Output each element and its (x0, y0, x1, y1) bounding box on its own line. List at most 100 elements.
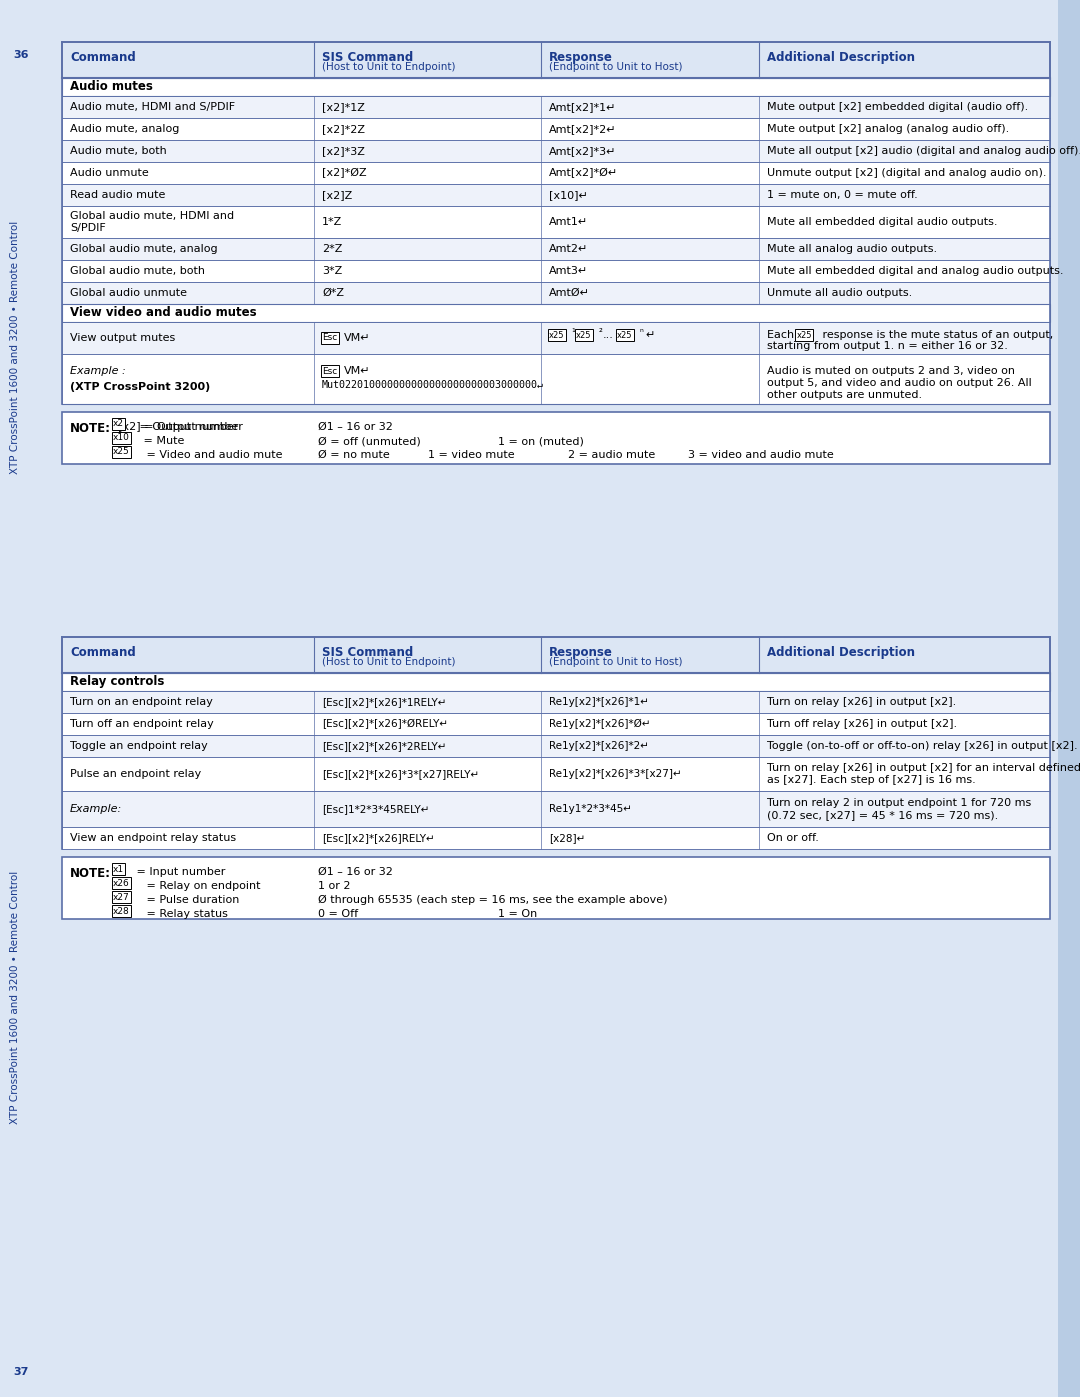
Text: 1 = video mute: 1 = video mute (428, 450, 515, 460)
Bar (1058, 0, 1080, 1397)
Text: Turn off relay [x26] in output [x2].: Turn off relay [x26] in output [x2]. (767, 719, 957, 729)
Text: x26: x26 (113, 879, 130, 887)
Text: ...: ... (604, 330, 615, 339)
Text: View an endpoint relay status: View an endpoint relay status (70, 833, 237, 842)
Text: [x2]*2Z: [x2]*2Z (322, 124, 365, 134)
FancyBboxPatch shape (62, 162, 1050, 184)
FancyBboxPatch shape (62, 692, 1050, 712)
Text: x25: x25 (550, 331, 565, 339)
Text: Turn on relay [x26] in output [x2] for an interval defined
as [x27]. Each step o: Turn on relay [x26] in output [x2] for a… (767, 763, 1080, 785)
Text: = Relay status: = Relay status (143, 909, 228, 919)
Text: Unmute all audio outputs.: Unmute all audio outputs. (767, 288, 912, 298)
Text: On or off.: On or off. (767, 833, 819, 842)
Text: Global audio mute, both: Global audio mute, both (70, 265, 205, 277)
Text: 0 = Off: 0 = Off (318, 909, 359, 919)
Text: (XTP CrossPoint 3200): (XTP CrossPoint 3200) (70, 381, 211, 393)
Text: [x2]*ØZ: [x2]*ØZ (322, 168, 366, 177)
FancyBboxPatch shape (62, 78, 1050, 96)
FancyBboxPatch shape (62, 260, 1050, 282)
Text: (Endpoint to Unit to Host): (Endpoint to Unit to Host) (550, 657, 683, 666)
Text: x25: x25 (577, 331, 592, 339)
Text: 1 or 2: 1 or 2 (318, 882, 351, 891)
Text: Mute all analog audio outputs.: Mute all analog audio outputs. (767, 244, 936, 254)
Text: x25: x25 (113, 447, 130, 457)
FancyBboxPatch shape (62, 184, 1050, 205)
Text: SIS Command: SIS Command (322, 52, 414, 64)
Text: Audio is muted on outputs 2 and 3, video on: Audio is muted on outputs 2 and 3, video… (767, 366, 1014, 376)
Text: [x2]*3Z: [x2]*3Z (322, 147, 365, 156)
Text: Read audio mute: Read audio mute (70, 190, 165, 200)
Text: Turn on an endpoint relay: Turn on an endpoint relay (70, 697, 213, 707)
Text: [Esc][x2]*[x26]*2RELY↵: [Esc][x2]*[x26]*2RELY↵ (322, 740, 446, 752)
Text: Toggle an endpoint relay: Toggle an endpoint relay (70, 740, 207, 752)
Text: Audio mute, analog: Audio mute, analog (70, 124, 179, 134)
Text: Turn off an endpoint relay: Turn off an endpoint relay (70, 719, 214, 729)
FancyBboxPatch shape (62, 735, 1050, 757)
FancyBboxPatch shape (62, 305, 1050, 321)
Text: Mute output [x2] embedded digital (audio off).: Mute output [x2] embedded digital (audio… (767, 102, 1028, 112)
Text: Amt[x2]*2↵: Amt[x2]*2↵ (550, 124, 617, 134)
FancyBboxPatch shape (62, 321, 1050, 353)
Text: Example:: Example: (70, 805, 122, 814)
Text: [Esc][x2]*[x26]*3*[x27]RELY↵: [Esc][x2]*[x26]*3*[x27]RELY↵ (322, 768, 480, 780)
Text: Turn on relay [x26] in output [x2].: Turn on relay [x26] in output [x2]. (767, 697, 956, 707)
FancyBboxPatch shape (62, 237, 1050, 260)
Text: Audio mute, both: Audio mute, both (70, 147, 166, 156)
Text: 3*Z: 3*Z (322, 265, 342, 277)
Text: Ø*Z: Ø*Z (322, 288, 343, 298)
Text: x25: x25 (617, 331, 633, 339)
FancyBboxPatch shape (62, 140, 1050, 162)
Text: 1 = On: 1 = On (498, 909, 537, 919)
Text: 1*Z: 1*Z (322, 217, 342, 226)
Text: x25: x25 (797, 331, 812, 339)
FancyBboxPatch shape (62, 712, 1050, 735)
Text: = Relay on endpoint: = Relay on endpoint (143, 882, 260, 891)
Text: Pulse an endpoint relay: Pulse an endpoint relay (70, 768, 201, 780)
Text: starting from output 1. n = either 16 or 32.: starting from output 1. n = either 16 or… (767, 341, 1008, 351)
Text: Global audio mute, analog: Global audio mute, analog (70, 244, 218, 254)
Text: = Output number: = Output number (136, 422, 239, 432)
Text: [x2]Z: [x2]Z (322, 190, 352, 200)
FancyBboxPatch shape (62, 282, 1050, 305)
Text: [Esc][x2]*[x26]*1RELY↵: [Esc][x2]*[x26]*1RELY↵ (322, 697, 446, 707)
Text: Unmute output [x2] (digital and analog audio on).: Unmute output [x2] (digital and analog a… (767, 168, 1047, 177)
Text: Relay controls: Relay controls (70, 676, 164, 689)
Text: [x10]↵: [x10]↵ (550, 190, 588, 200)
Text: Ø = off (unmuted): Ø = off (unmuted) (318, 436, 421, 446)
Text: = Mute: = Mute (140, 436, 185, 446)
Text: Mute all embedded digital audio outputs.: Mute all embedded digital audio outputs. (767, 217, 997, 226)
Text: Each: Each (767, 330, 797, 339)
Text: Re1y[x2]*[x26]*1↵: Re1y[x2]*[x26]*1↵ (550, 697, 649, 707)
Text: View video and audio mutes: View video and audio mutes (70, 306, 257, 320)
Text: x27: x27 (113, 893, 130, 901)
FancyBboxPatch shape (62, 205, 1050, 237)
Text: Global audio mute, HDMI and
S/PDIF: Global audio mute, HDMI and S/PDIF (70, 211, 234, 233)
Text: ¹: ¹ (571, 328, 575, 338)
Text: XTP CrossPoint 1600 and 3200 • Remote Control: XTP CrossPoint 1600 and 3200 • Remote Co… (10, 870, 21, 1123)
Text: = Pulse duration: = Pulse duration (143, 895, 240, 905)
Text: x28: x28 (113, 907, 130, 915)
Text: [Esc][x2]*[x26]RELY↵: [Esc][x2]*[x26]RELY↵ (322, 833, 434, 842)
Text: Amt2↵: Amt2↵ (550, 244, 589, 254)
Text: Ø = no mute: Ø = no mute (318, 450, 390, 460)
Text: Example :: Example : (70, 366, 125, 376)
FancyBboxPatch shape (62, 673, 1050, 692)
Text: [x2]*1Z: [x2]*1Z (322, 102, 365, 112)
Text: [Esc][x2]*[x26]*ØRELY↵: [Esc][x2]*[x26]*ØRELY↵ (322, 719, 448, 729)
Text: Response: Response (550, 645, 613, 659)
Text: (Endpoint to Unit to Host): (Endpoint to Unit to Host) (550, 61, 683, 73)
Text: Command: Command (70, 52, 136, 64)
Text: Re1y1*2*3*45↵: Re1y1*2*3*45↵ (550, 805, 632, 814)
Text: 3 = video and audio mute: 3 = video and audio mute (688, 450, 834, 460)
Text: other outputs are unmuted.: other outputs are unmuted. (767, 390, 921, 400)
Text: VM↵: VM↵ (343, 332, 370, 344)
FancyBboxPatch shape (62, 856, 1050, 919)
Text: [x28]↵: [x28]↵ (550, 833, 585, 842)
Text: output 5, and video and audio on output 26. All: output 5, and video and audio on output … (767, 379, 1031, 388)
Text: Re1y[x2]*[x26]*Ø↵: Re1y[x2]*[x26]*Ø↵ (550, 719, 651, 729)
FancyBboxPatch shape (62, 412, 1050, 464)
Text: Ø1 – 16 or 32: Ø1 – 16 or 32 (318, 422, 393, 432)
Text: ⁿ: ⁿ (639, 328, 643, 338)
Text: Response: Response (550, 52, 613, 64)
FancyBboxPatch shape (62, 117, 1050, 140)
